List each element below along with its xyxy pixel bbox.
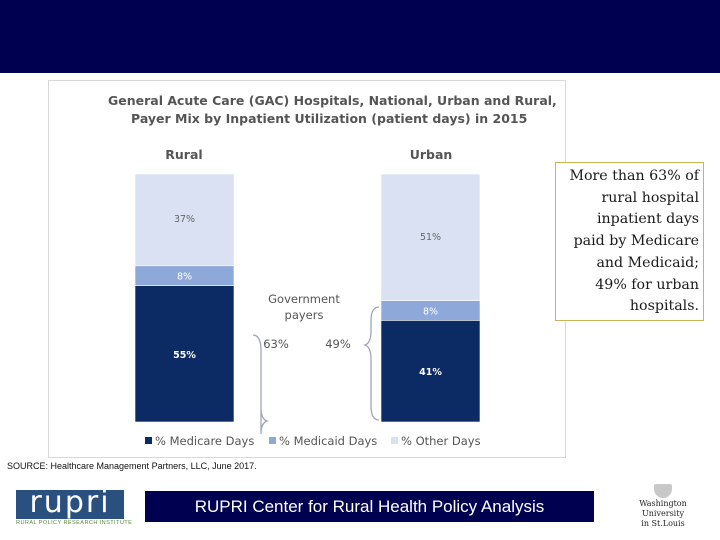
- bar-urban-other: [380, 173, 481, 301]
- footer-banner: RUPRI Center for Rural Health Policy Ana…: [145, 491, 594, 522]
- bar-urban-medicare: [380, 320, 481, 423]
- callout-box: More than 63% of rural hospital inpatien…: [555, 162, 704, 321]
- callout-line: hospitals.: [629, 298, 699, 315]
- payer-mix-chart: General Acute Care (GAC) Hospitals, Nati…: [108, 93, 557, 448]
- callout-line: paid by Medicare: [573, 233, 699, 250]
- bar-rural-other: [134, 173, 235, 267]
- category-label-urban: Urban: [410, 147, 453, 162]
- callout-line: and Medicaid;: [596, 254, 699, 271]
- government-payers-label-2: payers: [285, 308, 324, 322]
- callout-line: rural hospital: [601, 189, 699, 206]
- callout-line: inpatient days: [596, 211, 699, 228]
- university-name-line: in St.Louis: [641, 519, 685, 528]
- legend-label-medicare: % Medicare Days: [155, 434, 254, 448]
- government-payers-label-1: Government: [268, 292, 340, 306]
- university-shield-icon: [654, 484, 672, 498]
- chart-title-line-2: Payer Mix by Inpatient Utilization (pati…: [131, 111, 527, 126]
- data-label-rural-medicaid: 8%: [177, 272, 192, 283]
- annotation-layer: Government payers 63% 49%: [252, 292, 380, 437]
- source-note: SOURCE: Healthcare Management Partners, …: [7, 461, 257, 471]
- university-name-line: Washington: [639, 499, 687, 508]
- rural-government-total: 63%: [263, 337, 289, 351]
- category-label-rural: Rural: [165, 147, 202, 162]
- rupri-logo-box: [16, 490, 124, 519]
- rupri-logo-word: rupri: [29, 485, 111, 520]
- rupri-logo-subtitle: RURAL POLICY RESEARCH INSTITUTE: [16, 520, 133, 526]
- callout-line: 49% for urban: [595, 276, 699, 293]
- wustl-logo: Washington University in St.Louis: [634, 484, 692, 534]
- urban-government-total: 49%: [325, 337, 351, 351]
- title-bar: [0, 0, 720, 73]
- legend-swatch-other: [391, 437, 398, 444]
- legend-swatch-medicare: [145, 437, 152, 444]
- university-name-line: University: [642, 509, 684, 518]
- legend-swatch-medicaid: [269, 437, 276, 444]
- rural-brace-bottom: [253, 407, 261, 437]
- data-label-rural-medicare: 55%: [173, 350, 196, 361]
- rupri-logo: rupri RURAL POLICY RESEARCH INSTITUTE: [16, 485, 133, 528]
- chart-title-line-1: General Acute Care (GAC) Hospitals, Nati…: [108, 93, 557, 108]
- rural-brace: [252, 334, 270, 435]
- callout-line: More than 63% of: [569, 168, 699, 184]
- chart-panel: General Acute Care (GAC) Hospitals, Nati…: [48, 80, 566, 458]
- university-name: Washington University in St.Louis: [634, 499, 692, 529]
- bars-layer: 55% 8% 37% 41% 8% 51%: [134, 173, 481, 423]
- data-label-urban-medicare: 41%: [419, 367, 442, 378]
- legend: % Medicare Days % Medicaid Days % Other Da…: [145, 434, 481, 448]
- legend-label-other: % Other Days: [401, 434, 481, 448]
- data-label-urban-medicaid: 8%: [423, 306, 438, 317]
- legend-label-medicaid: % Medicaid Days: [279, 434, 377, 448]
- data-label-rural-other: 37%: [174, 214, 195, 225]
- data-label-urban-other: 51%: [420, 232, 441, 243]
- bar-rural-medicare: [134, 285, 235, 423]
- urban-brace: [362, 306, 380, 421]
